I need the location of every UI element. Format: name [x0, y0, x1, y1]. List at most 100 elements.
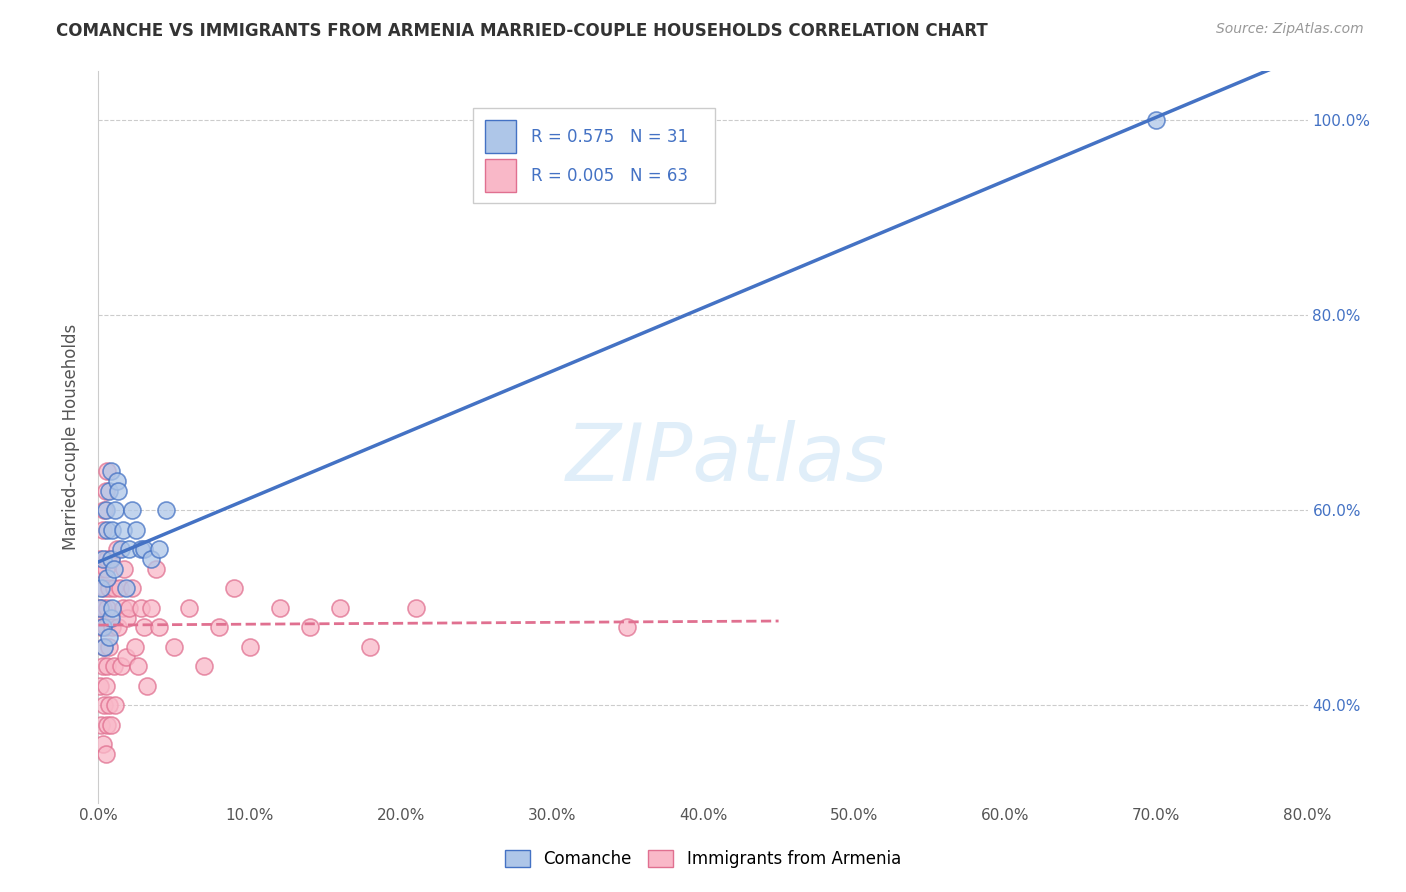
- Point: [90, 562, 112, 576]
- Point: [89, 600, 111, 615]
- Point: [98, 581, 121, 595]
- Point: [96, 572, 118, 586]
- Point: [193, 659, 215, 673]
- Point: [100, 718, 122, 732]
- Point: [1144, 113, 1167, 128]
- Point: [132, 542, 155, 557]
- Text: COMANCHE VS IMMIGRANTS FROM ARMENIA MARRIED-COUPLE HOUSEHOLDS CORRELATION CHART: COMANCHE VS IMMIGRANTS FROM ARMENIA MARR…: [56, 22, 988, 40]
- Point: [94, 620, 117, 634]
- Text: R = 0.575   N = 31: R = 0.575 N = 31: [531, 128, 689, 146]
- Point: [132, 620, 155, 634]
- Point: [90, 581, 112, 595]
- Point: [239, 640, 262, 654]
- Point: [115, 610, 138, 624]
- Point: [96, 659, 118, 673]
- Point: [405, 600, 427, 615]
- Point: [91, 737, 114, 751]
- Point: [96, 464, 118, 478]
- Point: [90, 620, 112, 634]
- Point: [108, 581, 131, 595]
- Point: [98, 630, 121, 644]
- FancyBboxPatch shape: [485, 159, 516, 192]
- Point: [148, 620, 170, 634]
- Point: [94, 747, 117, 761]
- Point: [89, 552, 111, 566]
- Point: [145, 562, 167, 576]
- Text: R = 0.005   N = 63: R = 0.005 N = 63: [531, 167, 689, 185]
- Point: [329, 600, 352, 615]
- Point: [129, 600, 152, 615]
- Point: [163, 640, 186, 654]
- Point: [112, 562, 135, 576]
- Point: [96, 600, 118, 615]
- Point: [101, 523, 124, 537]
- Point: [93, 640, 115, 654]
- Point: [118, 542, 141, 557]
- Point: [90, 718, 112, 732]
- Point: [103, 581, 125, 595]
- Point: [224, 581, 246, 595]
- Point: [94, 562, 117, 576]
- Y-axis label: Married-couple Households: Married-couple Households: [62, 324, 80, 550]
- Point: [101, 600, 124, 615]
- Point: [100, 552, 122, 566]
- Point: [94, 483, 117, 498]
- Point: [104, 698, 127, 713]
- Legend: Comanche, Immigrants from Armenia: Comanche, Immigrants from Armenia: [498, 844, 908, 875]
- Point: [360, 640, 382, 654]
- Point: [93, 698, 115, 713]
- Point: [100, 464, 122, 478]
- Point: [100, 552, 122, 566]
- Point: [107, 483, 129, 498]
- Point: [89, 679, 111, 693]
- Point: [110, 659, 132, 673]
- Point: [96, 718, 118, 732]
- Point: [94, 503, 117, 517]
- Point: [98, 640, 121, 654]
- Point: [179, 600, 201, 615]
- Point: [155, 503, 177, 517]
- Point: [100, 610, 122, 624]
- Text: ZIPatlas: ZIPatlas: [567, 420, 889, 498]
- Point: [101, 620, 124, 634]
- FancyBboxPatch shape: [485, 120, 516, 153]
- Point: [110, 542, 132, 557]
- FancyBboxPatch shape: [474, 108, 716, 203]
- Point: [121, 503, 143, 517]
- Point: [96, 523, 118, 537]
- Point: [107, 620, 129, 634]
- Point: [269, 600, 291, 615]
- Point: [616, 620, 638, 634]
- Point: [105, 542, 128, 557]
- Point: [125, 523, 148, 537]
- Point: [103, 562, 125, 576]
- Point: [91, 523, 114, 537]
- Point: [94, 679, 117, 693]
- Point: [98, 483, 121, 498]
- Point: [89, 600, 111, 615]
- Point: [141, 552, 163, 566]
- Text: Source: ZipAtlas.com: Source: ZipAtlas.com: [1216, 22, 1364, 37]
- Point: [104, 503, 127, 517]
- Point: [98, 698, 121, 713]
- Point: [93, 581, 115, 595]
- Point: [105, 474, 128, 488]
- Point: [124, 640, 146, 654]
- Point: [91, 600, 114, 615]
- Point: [91, 620, 114, 634]
- Point: [148, 542, 170, 557]
- Point: [91, 552, 114, 566]
- Point: [103, 659, 125, 673]
- Point: [127, 659, 149, 673]
- Point: [93, 640, 115, 654]
- Point: [299, 620, 322, 634]
- Point: [141, 600, 163, 615]
- Point: [114, 649, 136, 664]
- Point: [121, 581, 143, 595]
- Point: [111, 523, 134, 537]
- Point: [129, 542, 152, 557]
- Point: [91, 659, 114, 673]
- Point: [96, 552, 118, 566]
- Point: [114, 581, 136, 595]
- Point: [118, 600, 141, 615]
